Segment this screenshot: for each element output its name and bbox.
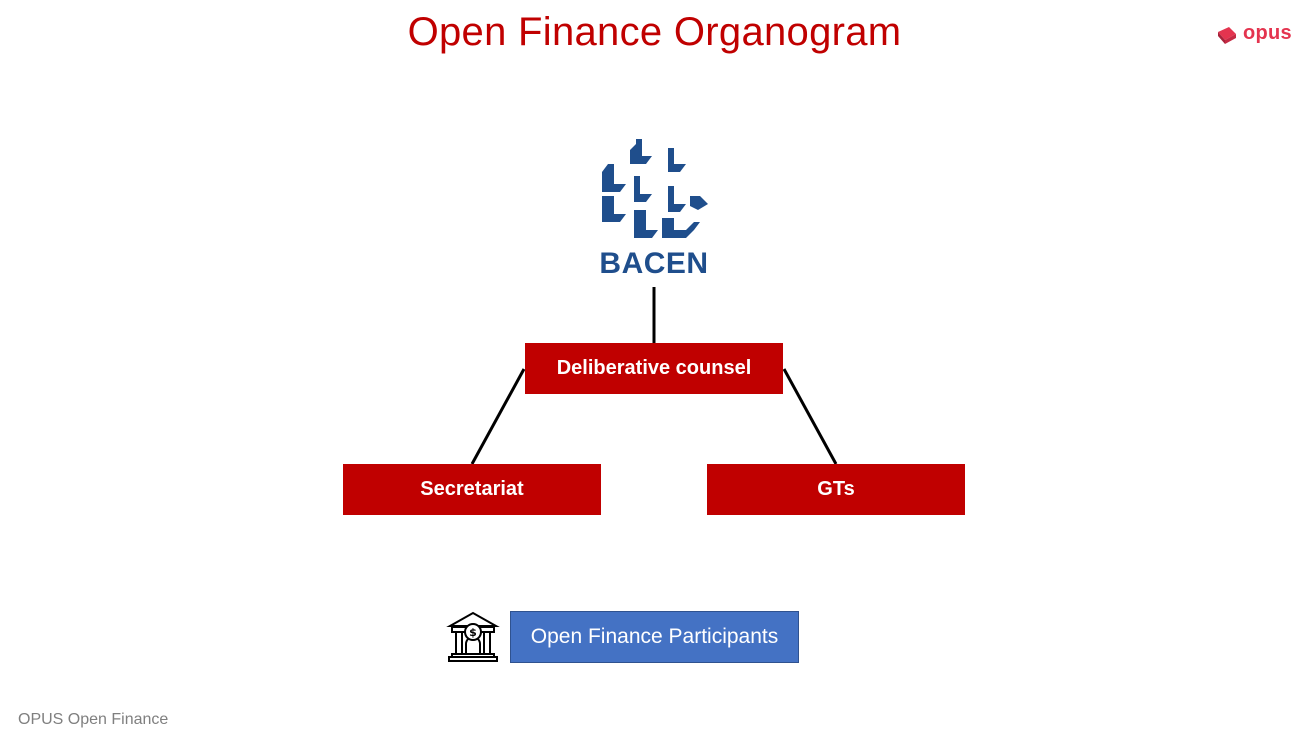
node-secretariat: Secretariat — [343, 464, 601, 515]
opus-logo-text: opus — [1243, 22, 1292, 44]
page-title: Open Finance Organogram — [407, 10, 902, 54]
bacen-emblem-icon — [602, 139, 708, 238]
participants-box: Open Finance Participants — [510, 611, 799, 663]
node-deliberative-counsel: Deliberative counsel — [525, 343, 783, 394]
opus-logo: opus — [1216, 22, 1300, 48]
node-gts: GTs — [707, 464, 965, 515]
bacen-logo: BACEN — [590, 134, 720, 284]
opus-logo-icon — [1218, 27, 1236, 44]
connector-deliberative-secretariat — [470, 368, 526, 465]
bacen-label: BACEN — [599, 247, 709, 280]
bank-icon: $ — [446, 610, 500, 669]
connector-deliberative-gts — [782, 368, 838, 465]
svg-text:$: $ — [469, 626, 477, 639]
footer-text: OPUS Open Finance — [18, 711, 169, 728]
